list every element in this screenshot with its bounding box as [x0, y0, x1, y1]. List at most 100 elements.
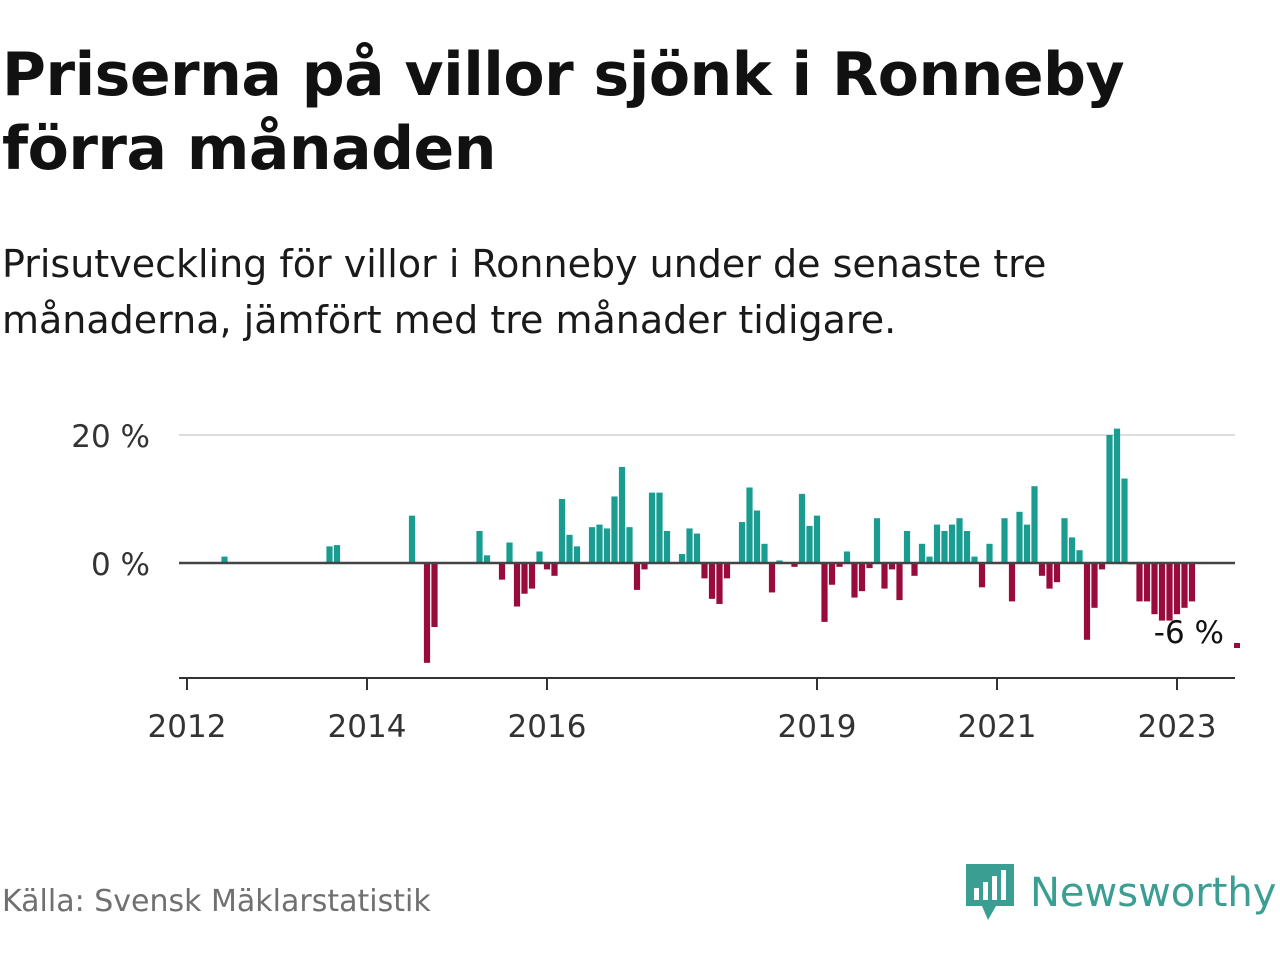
- bar: [858, 563, 866, 592]
- bar: [753, 510, 761, 563]
- bar: [828, 563, 836, 585]
- bar: [1158, 563, 1166, 621]
- bar: [1008, 563, 1016, 602]
- chart-title: Priserna på villor sjönk i Ronneby förra…: [2, 40, 1125, 184]
- bar: [603, 528, 611, 563]
- newsworthy-logo-icon: [966, 864, 1014, 920]
- bar: [746, 487, 753, 563]
- bar: [866, 563, 873, 569]
- bar-chart: 0 % 20 % 2012 2014 2016 2019 2021 2023 -6 %: [71, 419, 1240, 745]
- y-tick-label: 0 %: [91, 547, 150, 583]
- bar: [1113, 428, 1121, 563]
- bar: [851, 563, 858, 598]
- bar: [1076, 550, 1083, 563]
- bar: [588, 527, 596, 563]
- bar: [476, 531, 483, 563]
- bar: [536, 551, 543, 563]
- bar: [903, 531, 911, 563]
- bar: [1143, 563, 1151, 602]
- bar: [1038, 563, 1046, 576]
- bar: [1031, 486, 1038, 563]
- bar: [843, 551, 851, 563]
- bar: [1068, 537, 1076, 563]
- bar: [948, 524, 956, 563]
- bar: [806, 525, 813, 563]
- bar: [1188, 563, 1196, 602]
- x-tick-label: 2019: [778, 709, 857, 745]
- bar: [686, 528, 693, 563]
- bar: [708, 563, 716, 599]
- bar: [941, 531, 948, 563]
- bar: [1151, 563, 1158, 615]
- bar: [678, 554, 686, 563]
- bar: [618, 467, 626, 563]
- axis-layer: 2012 2014 2016 2019 2021 2023: [148, 561, 1235, 745]
- bar: [1173, 563, 1181, 615]
- bar: [723, 563, 731, 579]
- bar: [813, 515, 821, 563]
- bar: [836, 563, 843, 567]
- bar: [558, 499, 566, 563]
- bar: [221, 556, 228, 563]
- bar: [821, 563, 828, 622]
- bar: [716, 563, 723, 604]
- bar: [701, 563, 708, 579]
- bar: [408, 515, 416, 563]
- x-tick-label: 2012: [148, 709, 227, 745]
- bar: [641, 563, 648, 570]
- bar: [1121, 478, 1128, 563]
- bar: [926, 556, 933, 563]
- bar: [761, 543, 768, 563]
- bar: [326, 546, 333, 563]
- chart-subtitle: Prisutveckling för villor i Ronneby unde…: [2, 242, 1047, 342]
- bar: [896, 563, 903, 601]
- bar: [1098, 563, 1106, 570]
- bar: [506, 542, 513, 563]
- bar: [611, 496, 618, 563]
- bars-layer: [221, 428, 1196, 663]
- bar: [663, 531, 671, 563]
- bar: [596, 524, 603, 563]
- bar: [1136, 563, 1143, 602]
- bar: [911, 563, 918, 576]
- bar: [873, 518, 881, 563]
- x-tick-label: 2023: [1138, 709, 1217, 745]
- bar: [498, 563, 506, 580]
- bar: [648, 492, 656, 563]
- bar: [963, 531, 971, 563]
- annotation-layer: -6 %: [1154, 615, 1240, 651]
- annotation-marker: [1234, 643, 1240, 648]
- brand-logo[interactable]: Newsworthy: [964, 862, 1276, 924]
- bar: [738, 522, 746, 563]
- x-tick-label: 2016: [508, 709, 587, 745]
- bar: [986, 543, 993, 563]
- bar: [1061, 518, 1068, 563]
- y-tick-label: 20 %: [71, 419, 150, 455]
- bar: [1001, 518, 1008, 563]
- bar: [633, 563, 641, 590]
- bar: [881, 563, 888, 589]
- bar: [1016, 511, 1023, 563]
- bar: [768, 563, 776, 593]
- bar: [423, 563, 431, 663]
- bar: [431, 563, 438, 627]
- bar: [693, 533, 701, 563]
- bar: [513, 563, 521, 607]
- bar: [971, 556, 978, 563]
- bar: [888, 563, 896, 570]
- bar: [528, 563, 536, 589]
- bar: [521, 563, 528, 594]
- bar: [483, 555, 491, 563]
- x-tick-label: 2014: [328, 709, 407, 745]
- bar: [656, 492, 663, 563]
- bar: [566, 534, 573, 563]
- bar: [798, 493, 806, 563]
- bar: [626, 527, 633, 563]
- bar: [918, 543, 926, 563]
- bar: [1166, 563, 1173, 621]
- bar: [791, 563, 798, 567]
- bar: [333, 545, 341, 563]
- bar: [551, 563, 558, 576]
- x-tick-label: 2021: [958, 709, 1037, 745]
- bar: [1053, 563, 1061, 583]
